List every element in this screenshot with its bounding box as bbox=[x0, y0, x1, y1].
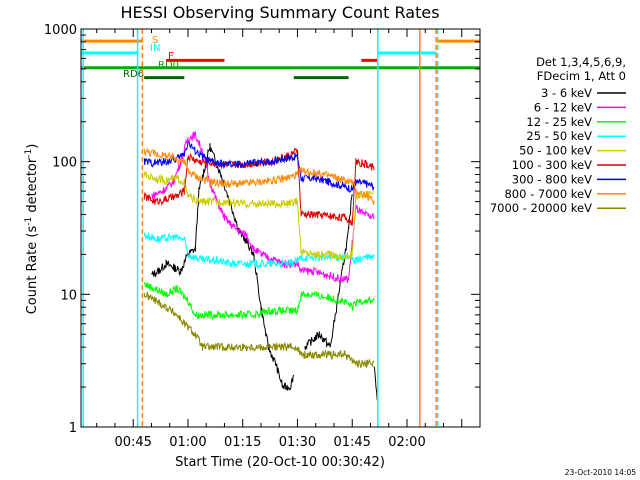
legend-label: 50 - 100 keV bbox=[519, 144, 592, 158]
series-line-7000-20000-kev bbox=[143, 291, 375, 369]
flag-label-rd6: RD6 bbox=[123, 69, 144, 80]
y-axis-label-mid: detector bbox=[25, 157, 40, 217]
y-tick-label: 10 bbox=[60, 288, 77, 303]
chart-title: HESSI Observing Summary Count Rates bbox=[120, 3, 439, 22]
series-line-100-300-kev bbox=[143, 147, 375, 226]
series-layer bbox=[143, 131, 379, 401]
y-axis: 1 10 100 1000 bbox=[44, 23, 480, 436]
series-line-300-800-kev bbox=[143, 141, 375, 193]
flag-label-rd0: RD0 bbox=[158, 60, 179, 71]
x-axis: 00:45 01:00 01:15 01:30 01:45 02:00 bbox=[96, 29, 481, 450]
y-tick-label: 1 bbox=[69, 421, 77, 436]
x-tick-label: 01:30 bbox=[279, 435, 316, 450]
flag-label-s: S bbox=[152, 35, 158, 46]
legend-label: 25 - 50 keV bbox=[526, 129, 592, 143]
legend-header-line-2: FDecim 1, Att 0 bbox=[537, 69, 626, 83]
legend-label: 100 - 300 keV bbox=[512, 158, 592, 172]
legend-label: 300 - 800 keV bbox=[512, 172, 592, 186]
x-tick-label: 01:15 bbox=[224, 435, 261, 450]
x-axis-label: Start Time (20-Oct-10 00:30:42) bbox=[175, 455, 385, 470]
y-tick-label: 1000 bbox=[44, 23, 77, 38]
y-tick-label: 100 bbox=[52, 156, 77, 171]
series-line-800-7000-kev bbox=[143, 147, 375, 205]
x-tick-label: 02:00 bbox=[388, 435, 425, 450]
y-axis-label-sup1: -1 bbox=[24, 217, 34, 226]
markers-layer bbox=[82, 29, 439, 427]
plot-frame bbox=[80, 28, 481, 428]
x-tick-label: 00:45 bbox=[114, 435, 151, 450]
legend-label: 7000 - 20000 keV bbox=[490, 201, 592, 215]
x-tick-label: 01:00 bbox=[169, 435, 206, 450]
legend-label: 3 - 6 keV bbox=[541, 86, 592, 100]
series-line-12-25-kev bbox=[143, 282, 375, 321]
x-tick-label: 01:45 bbox=[333, 435, 370, 450]
series-line-6-12-kev bbox=[151, 131, 375, 284]
y-axis-label-sup2: -1 bbox=[24, 149, 34, 158]
legend-label: 6 - 12 keV bbox=[534, 100, 592, 114]
y-axis-label: Count Rate (s-1 detector-1) bbox=[24, 144, 40, 315]
series-line-50-100-kev bbox=[143, 171, 375, 262]
y-axis-label-main: Count Rate (s bbox=[25, 226, 40, 315]
flag-label-f: F bbox=[168, 51, 174, 62]
legend: Det 1,3,4,5,6,9, FDecim 1, Att 0 3 - 6 k… bbox=[490, 55, 626, 215]
flag-label-in: IN bbox=[150, 43, 160, 54]
timestamp: 23-Oct-2010 14:05 bbox=[565, 468, 636, 477]
legend-label: 12 - 25 keV bbox=[526, 115, 592, 129]
legend-label: 800 - 7000 keV bbox=[504, 187, 592, 201]
legend-header-line-1: Det 1,3,4,5,6,9, bbox=[536, 55, 626, 69]
y-axis-label-end: ) bbox=[25, 144, 40, 149]
series-line-25-50-kev bbox=[143, 232, 375, 270]
